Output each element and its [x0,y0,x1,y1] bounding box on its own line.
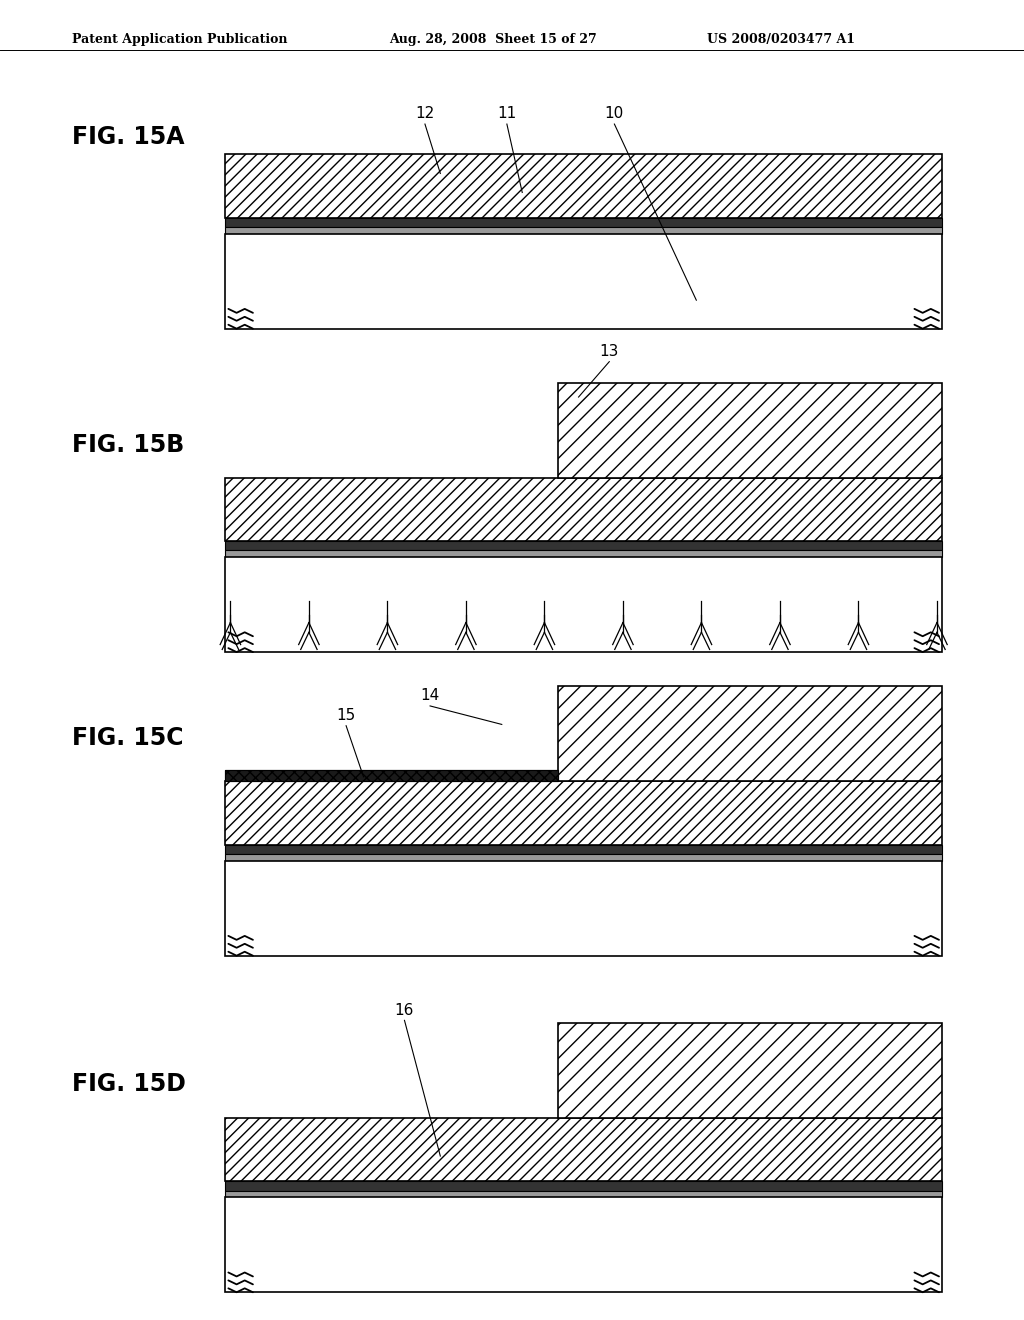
Bar [225,154,942,218]
Bar [225,1181,942,1191]
Bar [225,1118,942,1181]
Bar [225,218,942,227]
Bar [225,227,942,234]
Text: US 2008/0203477 A1: US 2008/0203477 A1 [707,33,855,46]
Bar [225,771,558,781]
Bar [558,383,942,478]
Bar [225,781,942,845]
Bar [225,845,942,854]
Text: 12: 12 [416,107,434,121]
Text: Aug. 28, 2008  Sheet 15 of 27: Aug. 28, 2008 Sheet 15 of 27 [389,33,597,46]
Bar [225,478,942,541]
Bar [225,1197,942,1292]
Text: 11: 11 [498,107,516,121]
Bar [225,557,942,652]
Bar [225,861,942,956]
Bar [558,686,942,781]
Bar [225,234,942,329]
Text: 14: 14 [421,688,439,704]
Text: FIG. 15C: FIG. 15C [72,726,183,750]
Text: 16: 16 [395,1003,414,1018]
Text: FIG. 15A: FIG. 15A [72,125,184,149]
Text: 15: 15 [337,708,355,723]
Bar [225,541,942,550]
Bar [225,550,942,557]
Text: Patent Application Publication: Patent Application Publication [72,33,287,46]
Text: FIG. 15B: FIG. 15B [72,433,184,457]
Bar [558,1023,942,1118]
Text: FIG. 15D: FIG. 15D [72,1072,185,1096]
Bar [225,1191,942,1197]
Bar [225,854,942,861]
Text: 10: 10 [605,107,624,121]
Bar [225,771,558,781]
Text: 13: 13 [600,345,618,359]
